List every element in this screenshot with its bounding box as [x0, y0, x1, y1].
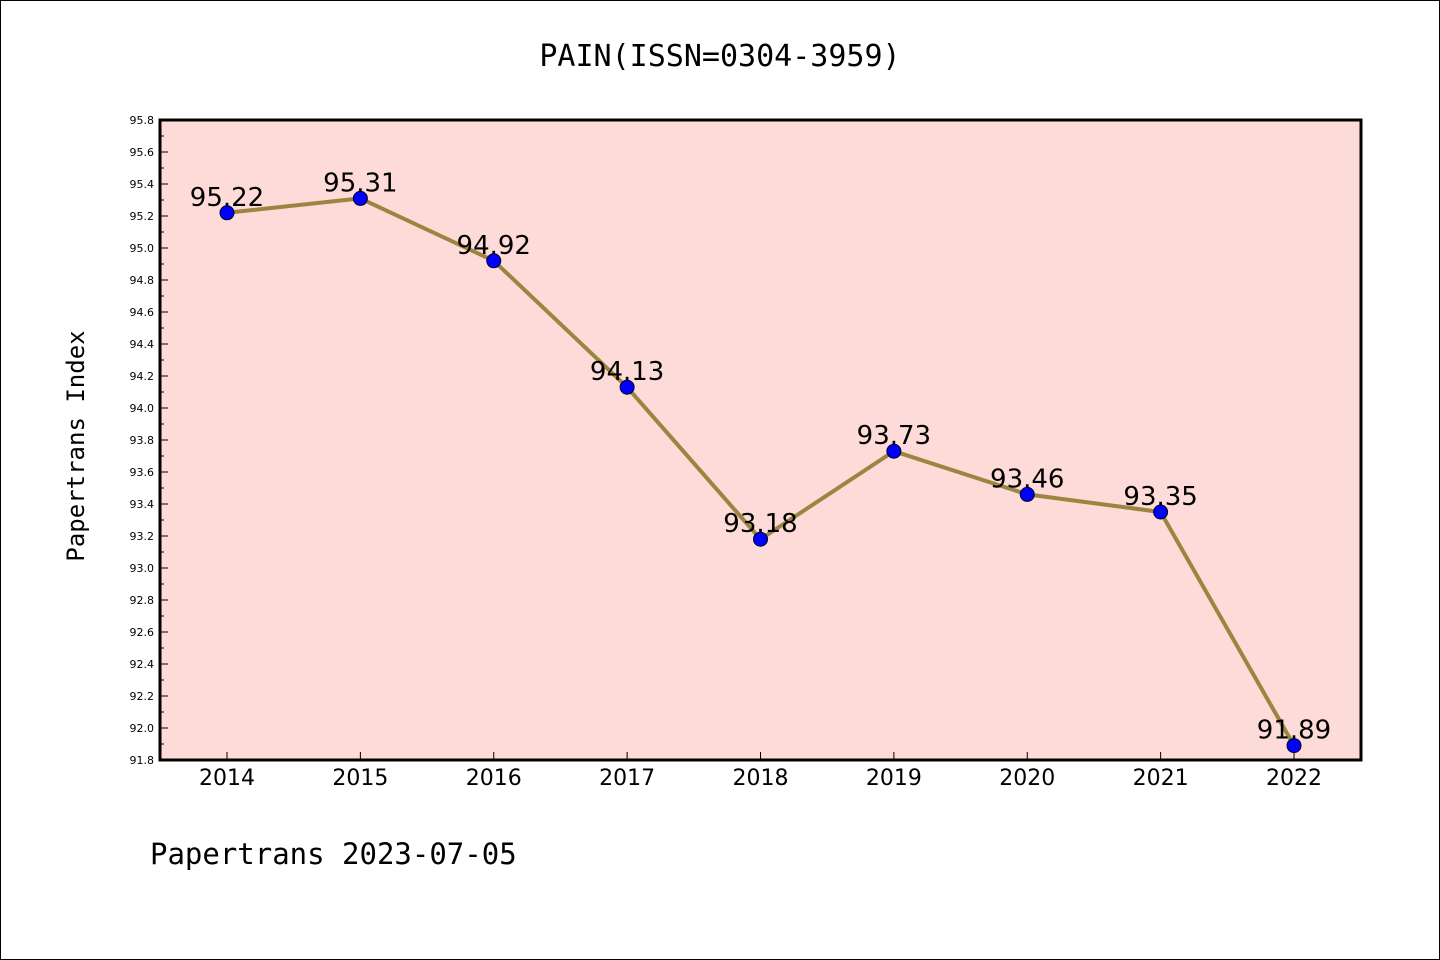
data-labels: 95.22 95.31 94.92 94.13 93.18 93.73 93.46 93.35… — [190, 168, 1331, 745]
y-axis-label: Papertrans Index — [62, 330, 90, 561]
x-tick-label: 2019 — [866, 766, 922, 791]
data-point — [1286, 738, 1302, 754]
data-label: 93.18 — [723, 509, 797, 539]
y-tick-label: 95.6 — [130, 146, 155, 159]
x-tick-label: 2016 — [466, 766, 522, 791]
x-axis: 2014 2015 2016 2017 2018 2019 2020 2021 2022 — [199, 752, 1322, 791]
x-tick-label: 2020 — [999, 766, 1055, 791]
footer-source-date: Papertrans 2023-07-05 — [150, 837, 517, 871]
y-tick-label: 93.0 — [130, 562, 155, 575]
y-tick-label: 92.6 — [130, 626, 155, 639]
data-point — [486, 253, 502, 269]
data-point — [619, 379, 635, 395]
data-label: 93.73 — [857, 421, 931, 451]
data-point — [753, 531, 768, 547]
y-tick-label: 91.8 — [130, 754, 155, 767]
y-tick-label: 93.8 — [130, 434, 155, 447]
y-tick-label: 92.8 — [130, 594, 155, 607]
y-tick-label: 95.0 — [130, 242, 155, 255]
plot-area — [160, 120, 1361, 760]
data-label: 95.31 — [323, 168, 397, 198]
data-label: 94.13 — [590, 357, 664, 387]
data-label: 93.46 — [990, 464, 1064, 494]
x-tick-label: 2015 — [332, 766, 388, 791]
chart-title: PAIN(ISSN=0304-3959) — [539, 39, 900, 74]
plot-border — [158, 118, 1363, 762]
y-tick-label: 94.0 — [130, 402, 155, 415]
y-tick-label: 95.4 — [130, 178, 155, 191]
y-tick-label: 94.4 — [130, 338, 155, 351]
y-tick-label: 93.4 — [130, 498, 155, 511]
data-label: 95.22 — [190, 183, 264, 213]
x-tick-label: 2014 — [199, 766, 255, 791]
y-tick-label: 94.2 — [130, 370, 155, 383]
y-tick-label: 92.4 — [130, 658, 155, 671]
data-point — [886, 443, 902, 459]
data-point — [219, 205, 235, 221]
data-label: 94.92 — [457, 231, 531, 261]
data-point — [1153, 504, 1169, 520]
data-label: 91.89 — [1257, 716, 1331, 746]
data-point — [352, 190, 368, 206]
x-tick-label: 2021 — [1133, 766, 1189, 791]
y-tick-label: 93.6 — [130, 466, 155, 479]
data-point — [1019, 486, 1035, 502]
data-label: 93.35 — [1123, 482, 1197, 512]
x-tick-label: 2022 — [1266, 766, 1322, 791]
y-tick-label: 94.8 — [130, 274, 155, 287]
x-tick-label: 2017 — [599, 766, 655, 791]
y-tick-label: 92.0 — [130, 722, 155, 735]
y-tick-label: 95.2 — [130, 210, 155, 223]
y-tick-label: 92.2 — [130, 690, 155, 703]
y-tick-label: 95.8 — [130, 114, 155, 127]
series-line-group — [219, 190, 1302, 754]
x-tick-label: 2018 — [733, 766, 789, 791]
y-tick-label: 94.6 — [130, 306, 155, 319]
y-tick-label: 93.2 — [130, 530, 155, 543]
